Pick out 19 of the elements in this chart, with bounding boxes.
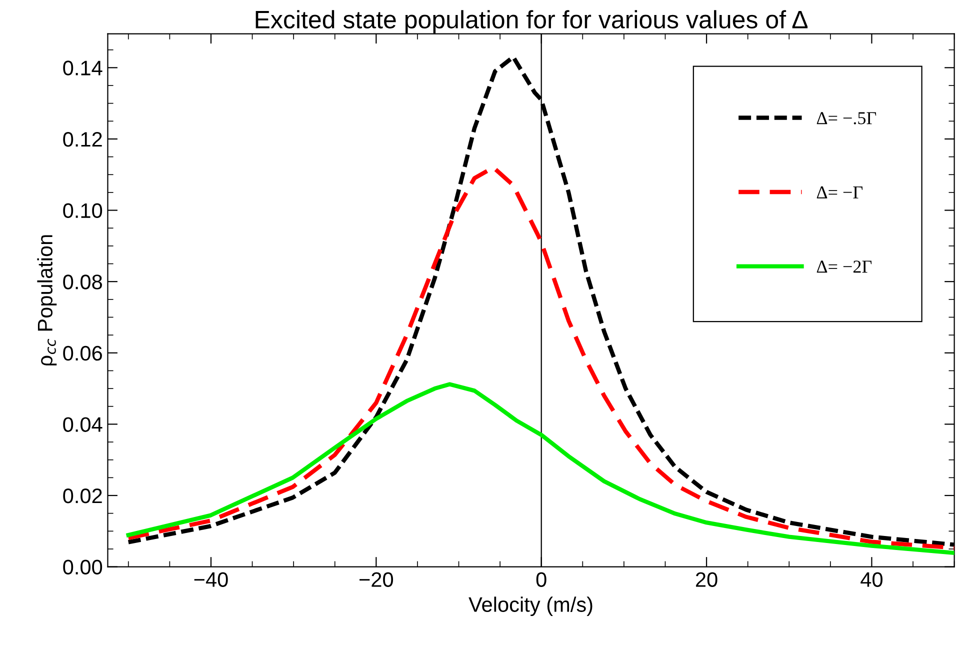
x-tick-label: −40 [194, 572, 228, 587]
legend-label: Δ= −2Γ [816, 260, 872, 273]
y-tick-label: 0.02 [63, 488, 102, 504]
y-tick-label: 0.12 [63, 132, 102, 147]
x-tick-label: 20 [696, 572, 718, 587]
y-tick-label: 0.14 [63, 60, 102, 76]
x-axis-title: Velocity (m/s) [468, 596, 592, 616]
y-tick-label: 0.00 [63, 560, 102, 575]
chart-title: Excited state population for for various values of Δ [256, 10, 808, 34]
x-tick-label: −20 [360, 572, 394, 587]
legend-label: Δ= −Γ [816, 186, 863, 198]
y-tick-label: 0.08 [63, 274, 102, 290]
y-tick-label: 0.06 [63, 346, 102, 361]
legend-label: Δ= −.5Γ [816, 112, 876, 124]
y-tick-label: 0.04 [63, 417, 102, 432]
x-tick-label: 40 [860, 572, 882, 587]
x-tick-label: 0 [536, 572, 546, 587]
y-axis-title: ρ$_{cc}$ Population [37, 235, 57, 366]
y-tick-label: 0.10 [63, 203, 102, 218]
